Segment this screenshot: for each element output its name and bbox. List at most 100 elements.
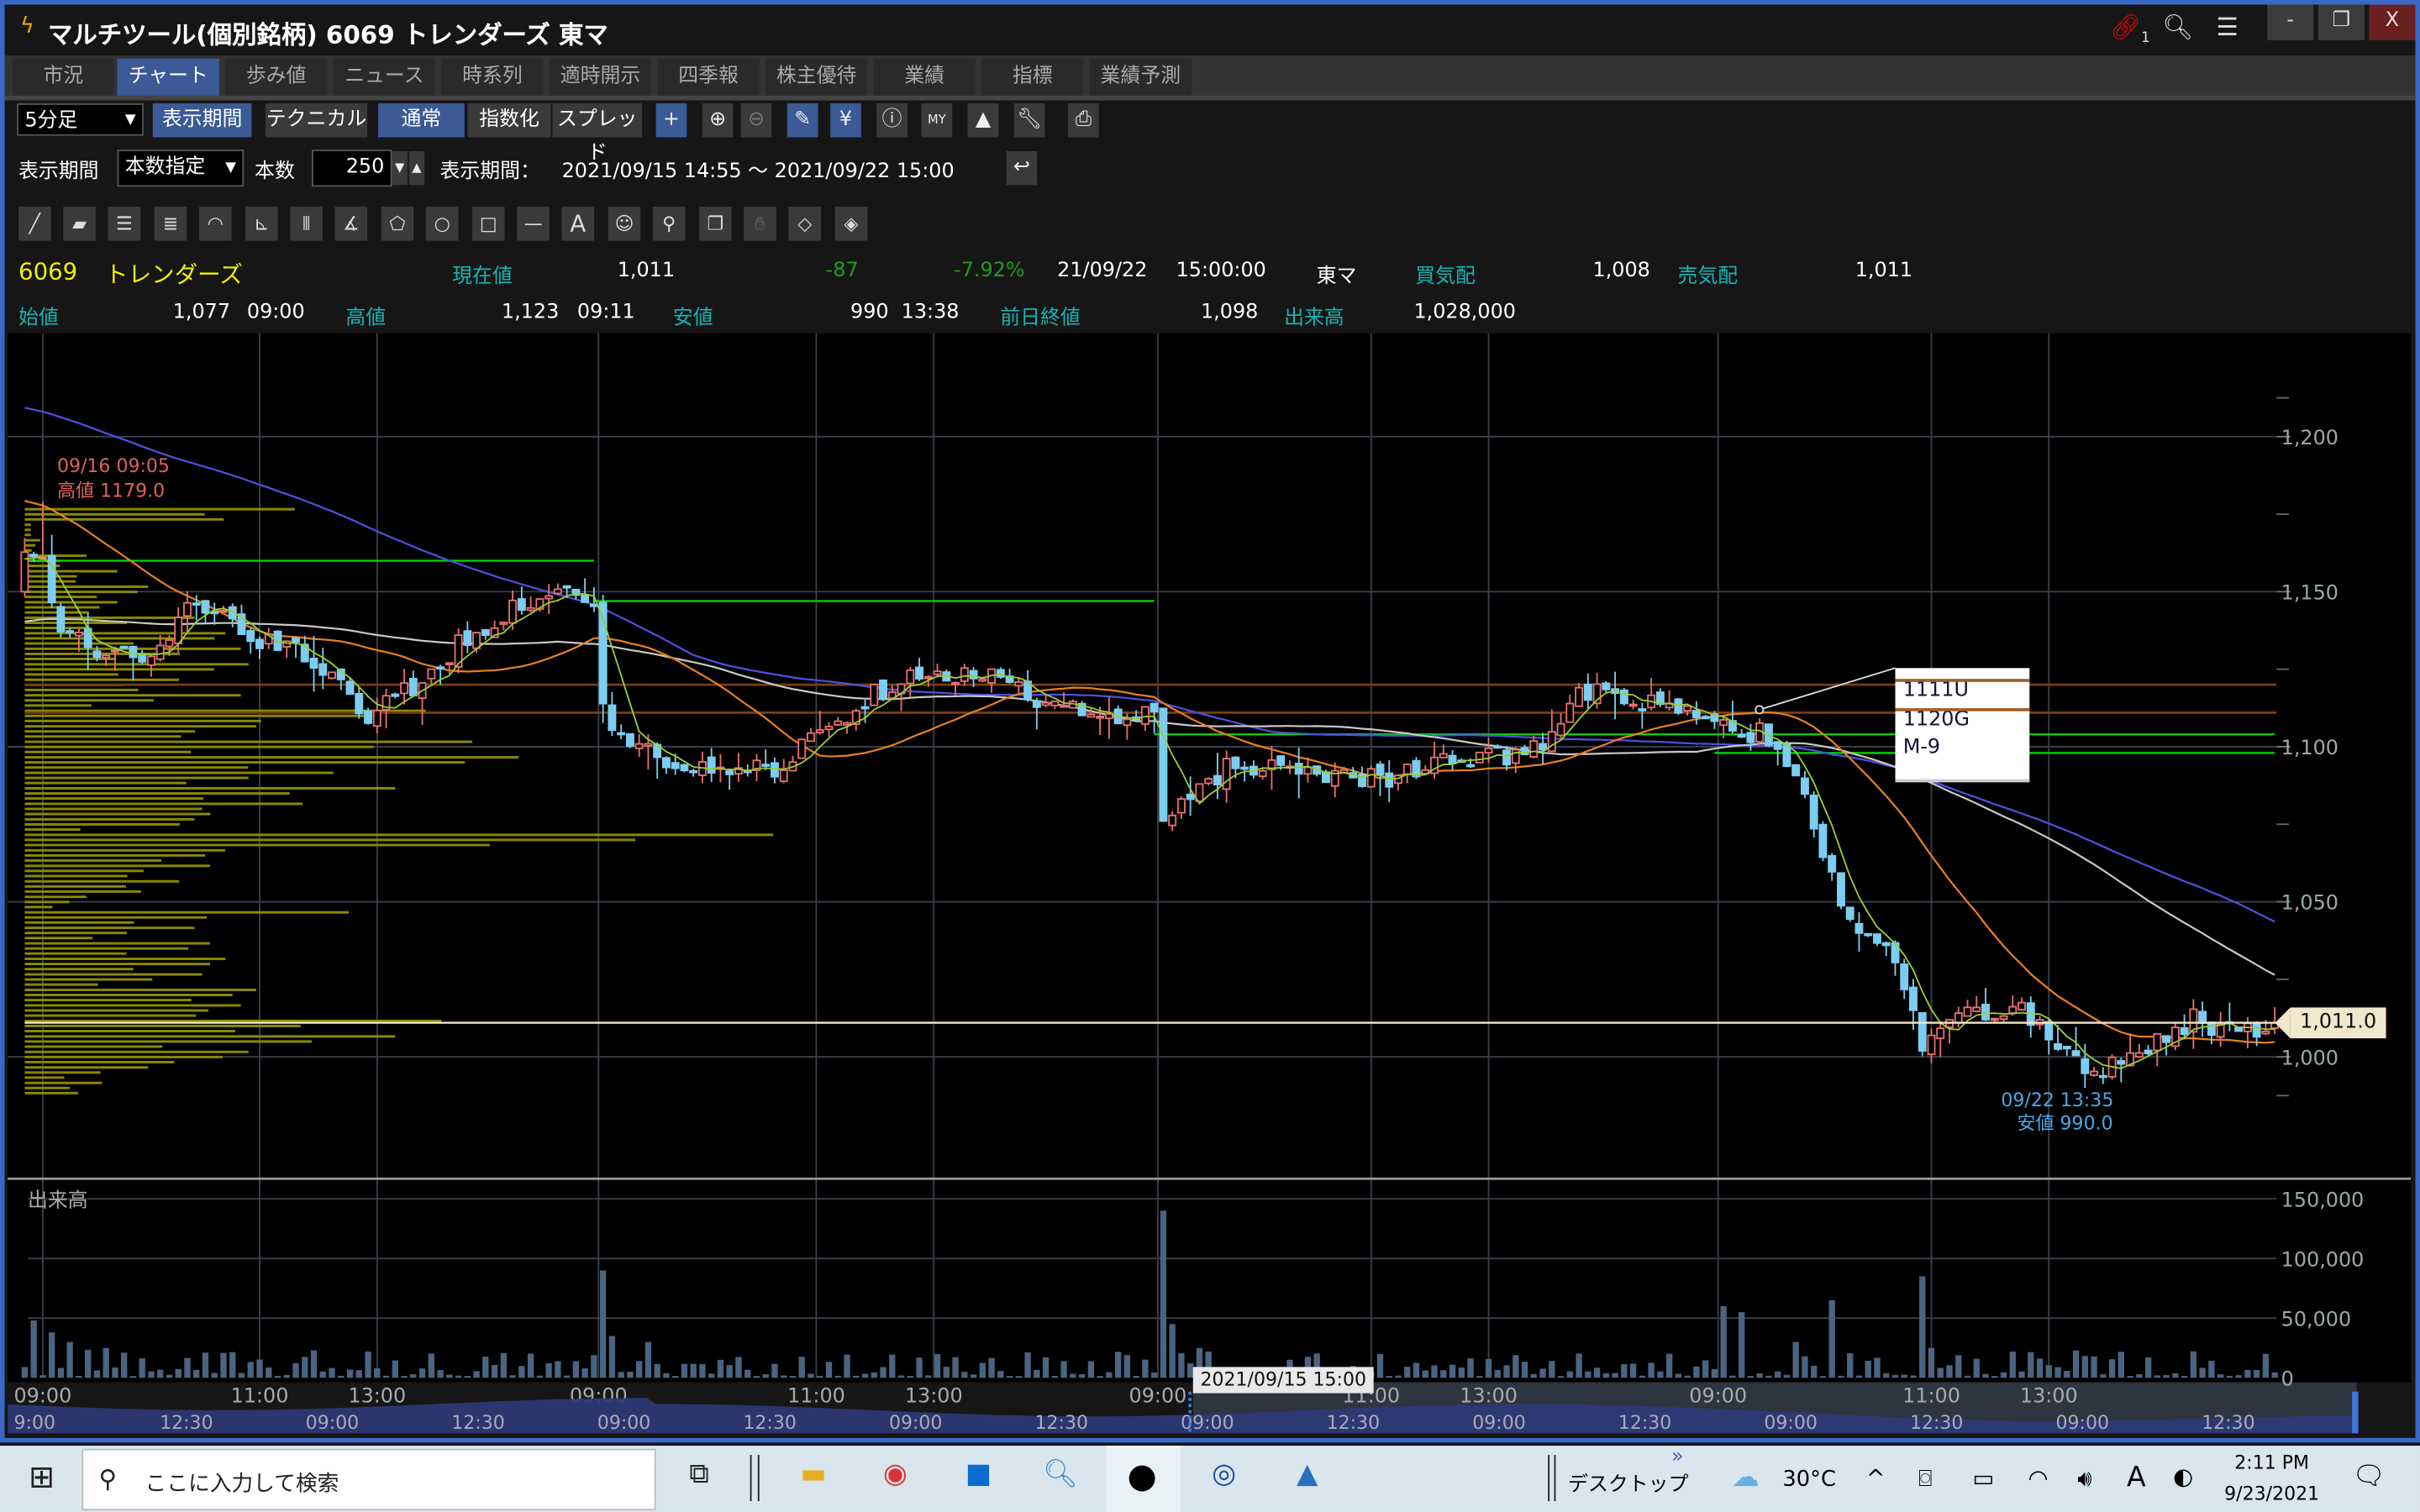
info-icon[interactable]: ⓘ — [876, 103, 908, 138]
fan-tool-icon[interactable]: ⊾ — [245, 207, 278, 241]
normal-button[interactable]: 通常 — [377, 103, 465, 138]
my-chart-icon[interactable]: MY — [921, 103, 953, 138]
technical-button[interactable]: テクニカル — [265, 103, 368, 138]
zoom-in-icon[interactable]: ⊕ — [702, 103, 734, 138]
candle-up — [1096, 715, 1105, 719]
tab-indicators[interactable]: 指標 — [981, 58, 1084, 96]
app-blue-icon[interactable]: ■ — [965, 1457, 992, 1491]
volume-bar — [482, 1357, 489, 1378]
volume-bar — [329, 1368, 335, 1378]
wrench-icon[interactable]: 🔧︎ — [1013, 103, 1045, 138]
vertical-lines-tool-icon[interactable]: ⦀ — [290, 207, 323, 241]
restore-button[interactable]: ❐ — [2317, 4, 2365, 40]
tab-benefits[interactable]: 株主優待 — [765, 58, 868, 96]
candle-down — [625, 732, 634, 748]
tab-results[interactable]: 業績 — [873, 58, 976, 96]
candle-down — [391, 693, 400, 697]
index-button[interactable]: 指数化 — [467, 103, 551, 138]
candle-up — [1575, 686, 1584, 707]
windows-start-icon[interactable]: ⊞ — [29, 1457, 55, 1495]
mountain-icon[interactable]: ▲ — [967, 103, 999, 138]
parallel-lines-tool-icon[interactable]: ☰ — [108, 207, 141, 241]
temperature[interactable]: 30°C — [1782, 1467, 1836, 1493]
reload-icon[interactable]: ↩ — [1006, 150, 1038, 186]
ruler-tool-icon[interactable]: ▰ — [63, 207, 96, 241]
tab-shikiho[interactable]: 四季報 — [657, 58, 760, 96]
copy-tool-icon[interactable]: ❐ — [699, 207, 732, 241]
close-button[interactable]: X — [2369, 4, 2416, 40]
horizontal-line-tool-icon[interactable]: — — [517, 207, 550, 241]
print-icon[interactable]: ⎙ — [1068, 103, 1099, 138]
candle-down — [92, 650, 102, 659]
chrome-icon[interactable]: ◉ — [882, 1457, 908, 1491]
eraser-all-tool-icon[interactable]: ◈ — [834, 207, 868, 241]
zoom-out-icon[interactable]: ⊖ — [740, 103, 772, 138]
globe-app-icon[interactable]: ◎ — [1212, 1457, 1236, 1491]
tab-forecast[interactable]: 業績予測 — [1089, 58, 1192, 96]
period-mode-select[interactable]: 本数指定 ▼ — [117, 150, 245, 187]
volume-icon[interactable]: 🔊︎ — [2077, 1464, 2092, 1493]
count-up-button[interactable]: ▲ — [408, 150, 425, 186]
pencil-icon[interactable]: ✎ — [786, 103, 818, 138]
volume-bar — [66, 1341, 73, 1378]
search-icon[interactable]: 🔍︎ — [2162, 12, 2194, 42]
magnifier-app-icon[interactable]: 🔍︎ — [1042, 1457, 1078, 1491]
camera-icon[interactable]: ⌼ — [1918, 1464, 1933, 1493]
tab-news[interactable]: ニュース — [333, 58, 435, 96]
clock-date[interactable]: 9/23/2021 — [2224, 1483, 2320, 1504]
pentagon-tool-icon[interactable]: ⬠ — [381, 207, 414, 241]
tab-market[interactable]: 市況 — [12, 58, 114, 96]
tab-ticks[interactable]: 歩み値 — [225, 58, 328, 96]
candle-down — [66, 630, 75, 633]
period-button[interactable]: 表示期間 — [152, 103, 252, 138]
battery-icon[interactable]: ▭ — [1972, 1464, 1995, 1493]
menu-icon[interactable]: ☰ — [2216, 12, 2238, 42]
chart-area[interactable] — [8, 333, 2411, 1383]
crosshair-icon[interactable]: + — [655, 103, 687, 138]
multi-lines-tool-icon[interactable]: ≣ — [154, 207, 187, 241]
clock-time[interactable]: 2:11 PM — [2234, 1452, 2310, 1474]
chevron-up-icon[interactable]: ^ — [1865, 1464, 1886, 1493]
tab-disclosure[interactable]: 適時開示 — [549, 58, 652, 96]
eraser-tool-icon[interactable]: ◇ — [788, 207, 822, 241]
hand-tool-icon[interactable]: ✋︎ — [744, 207, 776, 241]
volume-profile-bar — [24, 523, 31, 527]
time-axis-label: 13:00 — [1460, 1384, 1518, 1408]
fibonacci-arc-tool-icon[interactable]: ◠ — [198, 207, 232, 241]
file-explorer-icon[interactable]: ▬ — [800, 1457, 827, 1491]
text-tool-icon[interactable]: A — [561, 207, 595, 241]
tab-timeseries[interactable]: 時系列 — [441, 58, 544, 96]
price-chart[interactable]: 出来高 09/16 09:05 高値 1179.0 09/22 13:35 安値… — [0, 0, 2420, 1442]
volume-profile-bar — [24, 673, 118, 676]
candle-down — [119, 645, 129, 649]
interval-select[interactable]: 5分足 ▼ — [17, 103, 144, 136]
count-input[interactable]: 250 — [312, 150, 392, 187]
gann-fan-tool-icon[interactable]: ∡ — [334, 207, 368, 241]
yen-icon[interactable]: ¥ — [830, 103, 861, 138]
ime-indicator[interactable]: A — [2127, 1461, 2146, 1494]
desktop-toolbar-label[interactable]: デスクトップ — [1568, 1473, 1689, 1497]
task-view-icon[interactable]: ⧉ — [689, 1457, 709, 1491]
volume-bar — [2262, 1353, 2270, 1378]
notification-icon[interactable]: 🗨︎ — [2352, 1461, 2386, 1493]
spread-button[interactable]: スプレッド — [552, 103, 643, 165]
taskbar-search-input[interactable]: ⚲ ここに入力して検索 — [82, 1448, 656, 1511]
count-down-button[interactable]: ▼ — [392, 150, 408, 186]
minimize-button[interactable]: - — [2267, 4, 2314, 40]
chevron-right-icon[interactable]: » — [1671, 1446, 1684, 1469]
volume-bar — [1665, 1353, 1673, 1378]
icon-tool-icon[interactable]: ☺ — [608, 207, 641, 241]
pin-tool-icon[interactable]: ⚲ — [652, 207, 686, 241]
link-icon[interactable]: 🔗︎1 — [2109, 12, 2150, 47]
photos-icon[interactable]: ▲ — [1296, 1457, 1318, 1491]
ime-mode-icon[interactable]: ◐ — [2173, 1462, 2194, 1491]
volume-profile-bar — [24, 879, 180, 883]
trendline-tool-icon[interactable]: ╱ — [18, 207, 51, 241]
circle-tool-icon[interactable]: ○ — [425, 207, 459, 241]
tab-chart[interactable]: チャート — [117, 58, 219, 96]
rectangle-tool-icon[interactable]: □ — [472, 207, 505, 241]
wifi-icon[interactable]: ◠ — [2028, 1464, 2049, 1493]
trading-app-icon[interactable]: ● — [1127, 1457, 1157, 1497]
note-box[interactable]: 1111U 1120G M-9 — [1895, 668, 2030, 783]
weather-icon[interactable]: ☁ — [1731, 1461, 1760, 1494]
